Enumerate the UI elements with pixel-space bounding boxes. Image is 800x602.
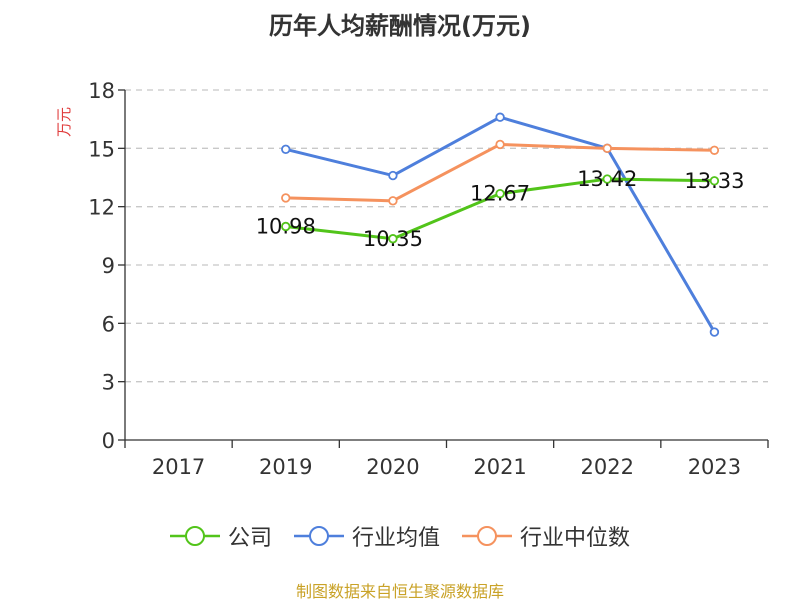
series-lines [281, 112, 720, 337]
legend-label: 行业中位数 [520, 526, 631, 551]
legend: 公司 行业均值 行业中位数 [0, 520, 800, 552]
source-note: 制图数据来自恒生聚源数据库 [295, 582, 504, 601]
x-tick-label: 2022 [581, 455, 634, 479]
grid-lines [125, 89, 768, 383]
y-tick-label: 18 [88, 79, 115, 103]
legend-item: 公司 [169, 520, 272, 552]
legend-label: 公司 [227, 526, 272, 551]
y-tick-label: 6 [102, 312, 115, 336]
data-point [709, 327, 720, 337]
data-point [709, 176, 720, 186]
x-tick-label: 2017 [152, 455, 205, 479]
legend-label: 行业均值 [351, 526, 440, 551]
data-label: 10.35 [363, 227, 423, 251]
y-tick-label: 9 [102, 254, 115, 278]
y-tick-label: 15 [88, 137, 115, 161]
legend-marker-icon [293, 526, 344, 546]
x-tick-label: 2023 [688, 455, 741, 479]
data-point [281, 221, 291, 232]
legend-item: 行业中位数 [462, 520, 630, 552]
legend-circle [308, 526, 329, 546]
data-labels: 10.98 10.35 12.67 13.42 13.33 [256, 167, 745, 251]
x-tick-label: 2020 [366, 455, 419, 479]
axes: 0 3 6 9 12 15 18 万元 2017 2019 2020 2021 2022 2023 [55, 79, 769, 479]
data-point [495, 112, 505, 122]
data-point [388, 196, 398, 206]
legend-marker-icon [169, 526, 220, 546]
y-tick-label: 12 [88, 196, 115, 220]
data-point [602, 174, 612, 184]
data-point [281, 144, 291, 155]
data-label: 12.67 [470, 182, 530, 206]
legend-circle [477, 526, 497, 546]
y-tick-label: 0 [102, 429, 115, 453]
legend-item: 行业均值 [293, 520, 440, 552]
chart-title: 历年人均薪酬情况(万元) [269, 12, 531, 40]
legend-marker-icon [462, 526, 512, 546]
data-point [495, 139, 505, 150]
data-label: 10.98 [256, 215, 316, 239]
data-point [388, 170, 398, 181]
data-label: 13.42 [577, 167, 637, 191]
y-tick-label: 3 [102, 371, 115, 395]
data-label: 13.33 [684, 169, 744, 193]
data-point [602, 143, 612, 154]
data-point [281, 193, 291, 203]
data-point [388, 234, 398, 244]
legend-circle [184, 526, 205, 546]
x-tick-label: 2019 [259, 455, 312, 479]
data-point [495, 188, 505, 199]
data-point [709, 145, 720, 155]
y-axis-label: 万元 [55, 107, 73, 137]
x-tick-label: 2021 [473, 455, 526, 479]
